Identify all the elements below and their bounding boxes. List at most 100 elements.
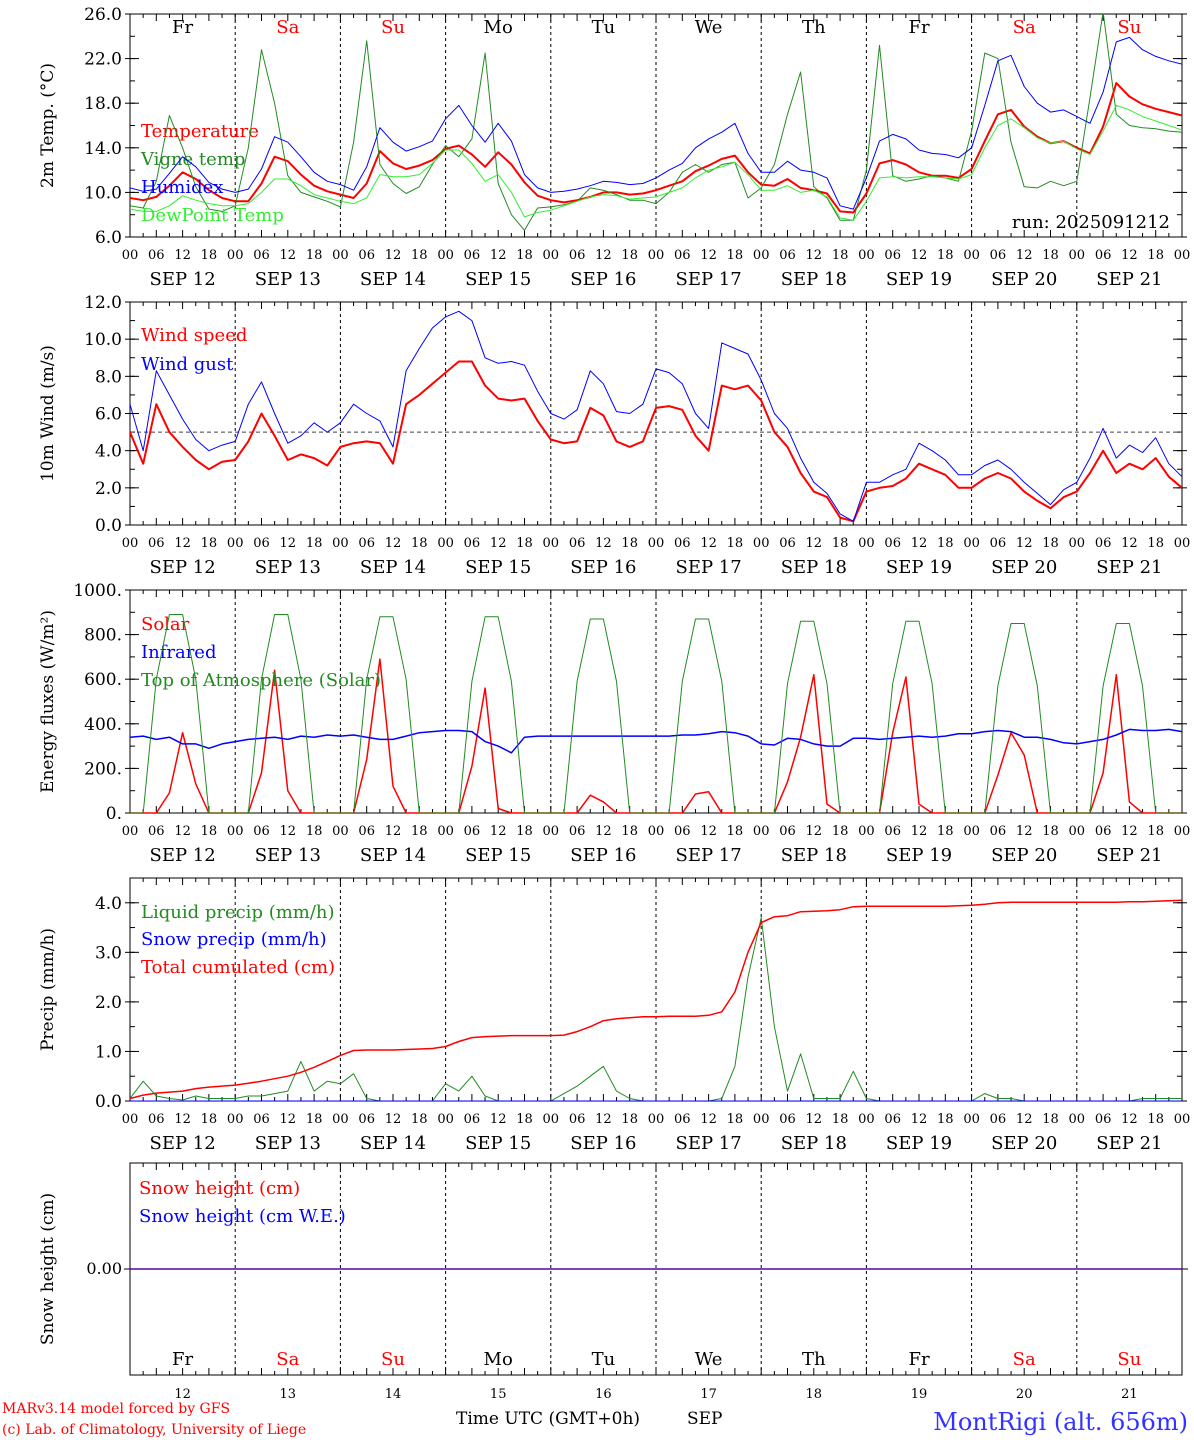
hour-label: 18 xyxy=(516,248,533,263)
y-axis-label: 10m Wind (m/s) xyxy=(38,345,58,482)
hour-label: 18 xyxy=(832,536,849,551)
run-annotation: run: 2025091212 xyxy=(1012,212,1170,233)
y-tick-label: 3.0 xyxy=(95,943,122,963)
hour-label: 00 xyxy=(437,1112,454,1127)
hour-label: 18 xyxy=(201,536,218,551)
day-number-label: 14 xyxy=(385,1387,402,1402)
hour-label: 12 xyxy=(911,824,928,839)
hour-label: 06 xyxy=(674,824,691,839)
series-line-wind-gust xyxy=(130,310,1182,522)
panel-3: 0. 200. 400. 600. 800. 1000. Energy fluxes (W/… xyxy=(38,581,1190,866)
hour-label: 00 xyxy=(648,248,665,263)
y-tick-label: 0.0 xyxy=(95,516,122,536)
hour-label: 12 xyxy=(490,248,507,263)
hour-label: 18 xyxy=(937,536,954,551)
hour-label: 12 xyxy=(280,824,297,839)
credit-lab: (c) Lab. of Climatology, University of L… xyxy=(2,1422,306,1438)
hour-label: 06 xyxy=(569,824,586,839)
hour-label: 18 xyxy=(832,1112,849,1127)
weekday-label: Fr xyxy=(908,1349,929,1370)
date-label: SEP 20 xyxy=(991,557,1057,578)
hour-label: 06 xyxy=(884,1112,901,1127)
hour-label: 12 xyxy=(595,536,612,551)
date-label: SEP 19 xyxy=(886,269,952,290)
weekday-label: We xyxy=(695,1349,723,1370)
date-label: SEP 16 xyxy=(570,557,636,578)
hour-label: 18 xyxy=(411,536,428,551)
weekday-label: Su xyxy=(381,1349,405,1370)
hour-label: 06 xyxy=(1095,1112,1112,1127)
hour-label: 00 xyxy=(543,536,560,551)
panel-1: 6.0 10.0 14.0 18.0 22.0 26.0 2m Temp. (°C) Temp… xyxy=(38,5,1190,290)
hour-label: 18 xyxy=(1042,248,1059,263)
y-tick-label: 26.0 xyxy=(84,5,122,25)
hour-label: 00 xyxy=(1174,248,1191,263)
date-label: SEP 18 xyxy=(781,557,847,578)
hour-label: 06 xyxy=(148,1112,165,1127)
hour-label: 00 xyxy=(1069,536,1086,551)
hour-label: 00 xyxy=(122,248,139,263)
hour-label: 18 xyxy=(727,536,744,551)
hour-label: 00 xyxy=(858,824,875,839)
hour-label: 18 xyxy=(621,824,638,839)
hour-label: 12 xyxy=(490,1112,507,1127)
hour-label: 12 xyxy=(1121,824,1138,839)
hour-label: 18 xyxy=(1147,536,1164,551)
hour-label: 06 xyxy=(990,824,1007,839)
legend-entry: Temperature xyxy=(141,121,259,142)
hour-label: 18 xyxy=(832,824,849,839)
day-number-label: 19 xyxy=(911,1387,928,1402)
weekday-label: Su xyxy=(1117,1349,1141,1370)
hour-label: 00 xyxy=(648,824,665,839)
hour-label: 06 xyxy=(464,824,481,839)
legend-entry: DewPoint Temp xyxy=(141,205,284,226)
y-axis-label: Snow height (cm) xyxy=(38,1193,58,1345)
date-label: SEP 20 xyxy=(991,845,1057,866)
date-label: SEP 18 xyxy=(781,269,847,290)
hour-label: 06 xyxy=(358,1112,375,1127)
hour-label: 12 xyxy=(385,536,402,551)
date-label: SEP 20 xyxy=(991,1133,1057,1154)
hour-label: 00 xyxy=(227,248,244,263)
panel-5: 0.00 Snow height (cm) Snow height (cm) Snow… xyxy=(38,1162,1188,1402)
hour-label: 06 xyxy=(990,536,1007,551)
hour-label: 12 xyxy=(595,824,612,839)
hour-label: 00 xyxy=(122,824,139,839)
y-tick-label: 8.0 xyxy=(95,367,122,387)
legend-entry: Solar xyxy=(141,614,190,635)
hour-label: 06 xyxy=(779,536,796,551)
hour-label: 00 xyxy=(332,1112,349,1127)
hour-label: 00 xyxy=(1069,824,1086,839)
hour-label: 00 xyxy=(858,536,875,551)
hour-label: 12 xyxy=(911,536,928,551)
hour-label: 00 xyxy=(437,248,454,263)
date-label: SEP 17 xyxy=(675,1133,741,1154)
hour-label: 06 xyxy=(569,248,586,263)
hour-label: 12 xyxy=(911,248,928,263)
day-number-label: 16 xyxy=(595,1387,612,1402)
hour-label: 18 xyxy=(306,824,323,839)
hour-label: 12 xyxy=(806,248,823,263)
hour-label: 06 xyxy=(779,824,796,839)
hour-label: 18 xyxy=(1042,536,1059,551)
hour-label: 12 xyxy=(806,824,823,839)
hour-label: 12 xyxy=(595,248,612,263)
panel-2: 0.0 2.0 4.0 6.0 8.0 10.0 12.0 10m Wind (m/s) Win… xyxy=(38,293,1190,578)
hour-label: 06 xyxy=(464,1112,481,1127)
weekday-label: Fr xyxy=(172,1349,193,1370)
hour-label: 12 xyxy=(490,824,507,839)
date-label: SEP 12 xyxy=(149,845,215,866)
series-line-total-cumulated-cm xyxy=(130,899,1182,1100)
hour-label: 00 xyxy=(648,536,665,551)
hour-label: 12 xyxy=(1016,248,1033,263)
hour-label: 06 xyxy=(884,824,901,839)
y-tick-label: 0. xyxy=(106,804,122,824)
legend-entry: Snow height (cm W.E.) xyxy=(139,1206,346,1227)
hour-label: 00 xyxy=(227,1112,244,1127)
legend-entry: Snow precip (mm/h) xyxy=(141,929,327,950)
hour-label: 06 xyxy=(148,248,165,263)
date-label: SEP 12 xyxy=(149,269,215,290)
date-label: SEP 15 xyxy=(465,269,531,290)
day-number-label: 20 xyxy=(1016,1387,1033,1402)
weekday-label: Mo xyxy=(484,17,513,38)
